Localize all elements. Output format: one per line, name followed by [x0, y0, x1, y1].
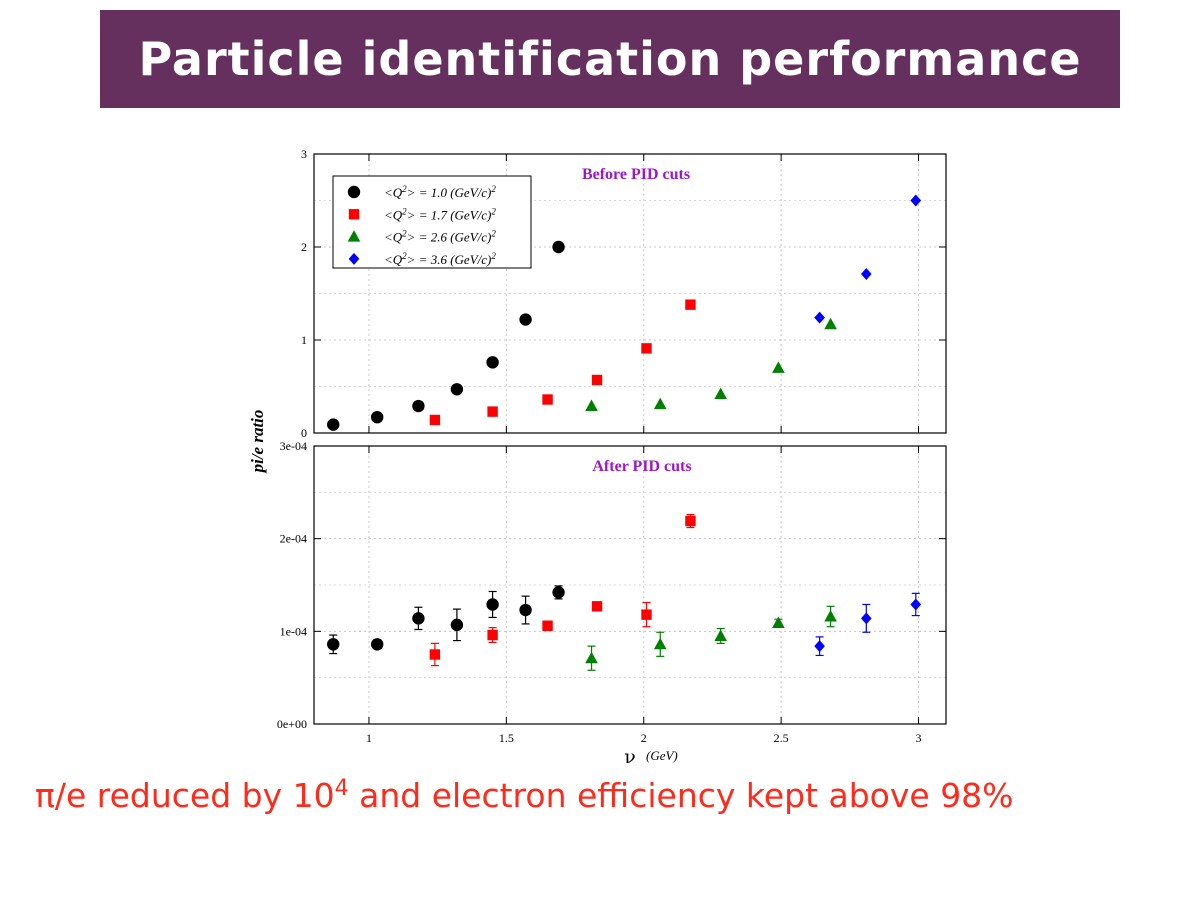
x-axis-symbol: ν — [624, 746, 636, 768]
legend-marker — [347, 185, 361, 199]
y-tick-label: 1 — [301, 333, 307, 347]
legend: <Q2> = 1.0 (GeV/c)2 <Q2> = 1.7 (GeV/c)2 <Q… — [332, 175, 532, 269]
legend-marker — [348, 252, 360, 265]
data-point — [552, 586, 565, 599]
data-point — [824, 610, 837, 622]
data-point — [412, 612, 425, 625]
data-point — [327, 638, 340, 651]
data-point — [486, 356, 499, 369]
panel-title: Before PID cuts — [582, 166, 690, 183]
data-point — [772, 616, 785, 628]
y-tick-label: 0 — [301, 426, 307, 440]
data-point — [429, 414, 441, 426]
data-point — [814, 311, 825, 324]
data-point — [487, 629, 498, 641]
caption: π/e reduced by 104 and electron efficien… — [35, 776, 1185, 832]
x-tick-label: 1.5 — [499, 731, 514, 745]
data-point — [429, 649, 441, 660]
data-point — [591, 601, 603, 612]
y-tick-label: 1e-04 — [280, 624, 307, 638]
data-point — [772, 361, 785, 373]
y-tick-label: 2e-04 — [280, 532, 307, 546]
data-point — [371, 410, 384, 424]
data-point — [327, 418, 340, 431]
data-point — [910, 598, 922, 611]
data-point — [714, 629, 727, 641]
data-point — [591, 374, 603, 386]
legend-box — [332, 175, 532, 269]
data-point — [685, 299, 696, 310]
slide-title: Particle identification performance — [138, 32, 1082, 86]
plot-frame — [313, 153, 947, 434]
x-tick-label: 2.5 — [774, 731, 789, 745]
slide-title-bar: Particle identification performance — [100, 10, 1120, 108]
y-axis-label: pi/e ratio — [248, 410, 267, 475]
data-point — [861, 612, 872, 625]
y-tick-label: 3 — [301, 147, 307, 161]
data-point — [910, 194, 922, 207]
data-point — [552, 240, 565, 254]
data-point — [519, 603, 532, 617]
data-point — [412, 399, 425, 413]
data-point — [585, 399, 598, 412]
x-tick-label: 3 — [916, 731, 922, 745]
chart-panel-2: 0e+00 1e-04 2e-04 3e-04 After PID cuts — [277, 439, 947, 731]
caption-exponent: 4 — [334, 776, 349, 801]
y-tick-label: 2 — [301, 240, 307, 254]
caption-suffix: and electron efficiency kept above 98% — [348, 776, 1014, 815]
legend-entry: <Q2> = 3.6 (GeV/c)2 — [384, 251, 496, 267]
data-point — [585, 651, 598, 664]
data-point — [450, 618, 464, 632]
data-point — [519, 313, 532, 326]
legend-marker — [347, 230, 361, 242]
data-point — [487, 406, 498, 417]
data-point — [450, 383, 464, 396]
data-point — [542, 394, 553, 405]
data-point — [653, 397, 667, 410]
data-point — [824, 317, 837, 330]
data-point — [814, 640, 825, 653]
data-point — [641, 609, 652, 620]
panel-title: After PID cuts — [592, 458, 691, 475]
legend-entry: <Q2> = 1.0 (GeV/c)2 — [384, 184, 496, 200]
x-axis-unit: (GeV) — [646, 748, 678, 763]
data-point — [714, 387, 727, 399]
data-point — [486, 598, 499, 611]
y-tick-label: 3e-04 — [280, 439, 307, 453]
data-point — [371, 638, 384, 651]
y-tick-label: 0e+00 — [277, 717, 307, 731]
data-point — [653, 637, 667, 650]
legend-entry: <Q2> = 2.6 (GeV/c)2 — [384, 229, 496, 245]
plot-frame — [313, 445, 947, 725]
legend-entry: <Q2> = 1.7 (GeV/c)2 — [384, 206, 496, 222]
data-point — [861, 267, 872, 280]
caption-prefix: π/e reduced by 10 — [35, 776, 335, 815]
x-tick-label: 2 — [641, 731, 647, 745]
data-point — [542, 620, 553, 631]
legend-marker — [348, 209, 360, 220]
data-point — [641, 343, 652, 354]
x-tick-label: 1 — [366, 731, 372, 745]
data-point — [685, 515, 696, 527]
